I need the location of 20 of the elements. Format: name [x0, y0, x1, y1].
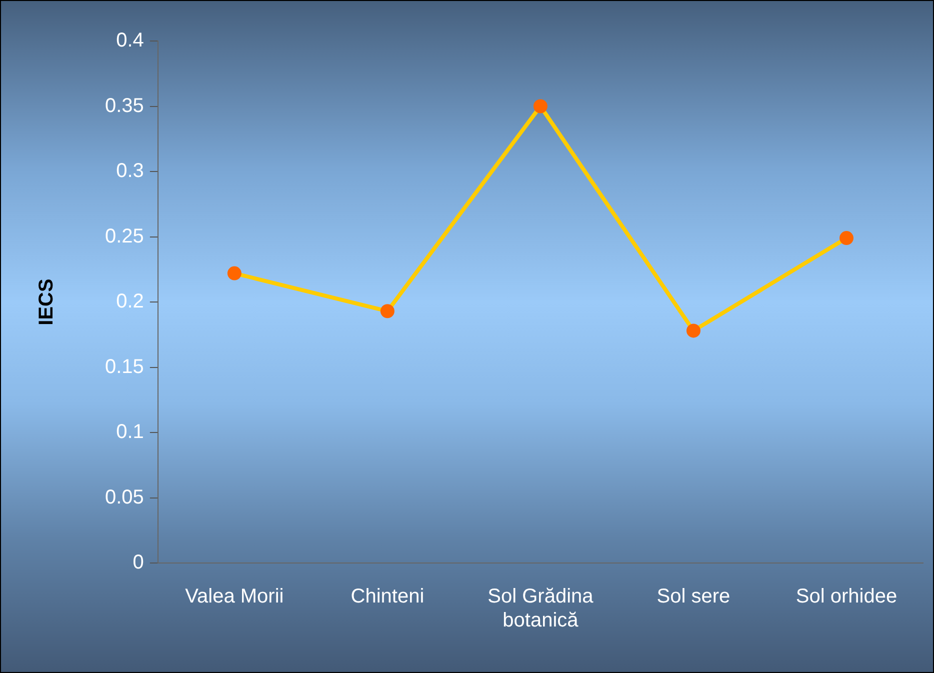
y-tick-label: 0.1	[116, 421, 144, 444]
x-tick-label: Sol Grădina botanică	[488, 586, 594, 632]
y-tick-label: 0.35	[104, 94, 144, 117]
point	[686, 324, 700, 338]
y-tick-label: 0.05	[104, 486, 144, 508]
point	[533, 99, 548, 114]
y-tick-label: 0.3	[116, 160, 144, 182]
point	[380, 304, 394, 318]
y-tick-label: 0.15	[104, 356, 144, 378]
point	[227, 266, 242, 280]
x-tick-label: Sol sere	[656, 586, 730, 608]
x-tick-label: Valea Morii	[185, 586, 284, 608]
x-tick-label: Chinteni	[350, 586, 424, 608]
y-tick-label: 0.2	[116, 290, 144, 313]
point	[839, 231, 854, 246]
y-tick-label: 0.25	[104, 225, 144, 248]
x-tick-label: Sol orhidee	[796, 586, 898, 608]
y-tick-label: 0	[132, 552, 144, 574]
y-axis-title: IECS	[36, 278, 58, 326]
y-tick-label: 0.4	[116, 30, 144, 52]
